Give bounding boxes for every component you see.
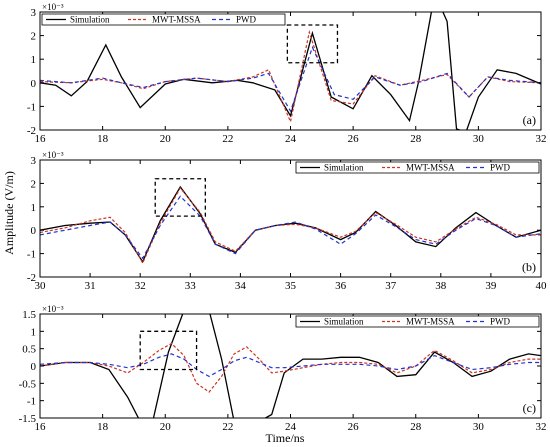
x-tick-label: 20 [160,133,172,145]
y-axis-label: Amplitude (V/m) [2,171,16,255]
x-tick-label: 22 [222,421,233,433]
x-tick-label: 22 [222,133,233,145]
y-tick-label: -0.5 [19,378,37,390]
legend-entry: PWD [490,317,511,327]
y-tick-label: 0.5 [22,344,36,356]
x-tick-label: 32 [135,280,146,292]
panel-3: 16 18 20 22 24 26 28 30 32 -1.5 -1 -0.5 0 0.5 1 1.5 ×10⁻… [19,304,547,433]
x-tick-label: 16 [35,133,47,145]
highlight-box [286,24,339,64]
x-tick-label: 31 [85,280,96,292]
y-tick-label: -2 [27,125,36,137]
x-tick-label: 40 [536,280,548,292]
x-tick-label: 26 [348,421,360,433]
legend-entry: Simulation [324,317,364,327]
axes-frame [39,159,542,278]
y-tick-label: -2 [27,272,36,284]
x-tick-label: 30 [473,133,485,145]
legend-entry: Simulation [324,163,364,173]
x-tick-label: 32 [536,421,547,433]
x-tick-label: 24 [285,421,297,433]
x-tick-label: 30 [35,280,47,292]
y-tick-label: -1 [27,396,36,408]
y-tick-label: 1 [31,202,37,214]
x-tick-label: 16 [35,421,47,433]
x-tick-label: 32 [536,133,547,145]
x-tick-label: 28 [410,421,422,433]
series-line-3 [40,195,541,260]
y-tick-label: 1.5 [22,309,36,321]
exponent-label: ×10⁻³ [42,2,64,12]
x-tick-label: 24 [285,133,297,145]
x-tick-label: 38 [435,280,447,292]
legend-entry: PWD [236,15,257,25]
x-tick-label: 18 [97,421,109,433]
legend-entry: MWT-MSSA [152,15,201,25]
series-line-2 [40,187,541,265]
y-tick-label: 3 [31,7,37,19]
panel-1: 16 18 20 22 24 26 28 30 32 -2 -1 0 1 2 3 ×10⁻³ (a) Simula… [27,2,547,145]
x-tick-label: 39 [485,280,497,292]
series-line-2 [40,342,541,393]
panel-label: (b) [522,260,536,274]
y-tick-label: 0 [31,225,37,237]
highlight-box [139,330,198,371]
series-line-3 [40,353,541,378]
panel-2: 30 31 32 33 34 35 36 37 38 39 40 -2 -1 0 1 2 3 ×10⁻³ (b) Si… [27,150,547,292]
y-tick-label: 1 [31,54,37,66]
legend-entry: PWD [490,163,511,173]
series-line-2 [40,29,541,124]
legend-entry: Simulation [70,15,110,25]
y-tick-label: 0 [31,361,37,373]
highlight-box [154,178,206,217]
y-tick-label: -1.5 [19,413,37,425]
y-tick-label: 2 [31,178,37,190]
x-tick-label: 35 [285,280,297,292]
series-line-3 [40,45,541,113]
x-tick-label: 36 [335,280,347,292]
y-tick-label: -1 [27,249,36,261]
x-tick-label: 30 [473,421,485,433]
y-tick-label: 1 [31,326,37,338]
axes-frame [39,11,542,131]
panel-label: (a) [523,113,536,127]
legend-entry: MWT-MSSA [406,317,455,327]
legend-box [295,161,540,174]
legend-box [41,13,286,26]
x-tick-label: 26 [348,133,360,145]
panel-label: (c) [523,401,536,415]
x-tick-label: 37 [385,280,397,292]
exponent-label: ×10⁻³ [42,150,64,160]
x-axis-label: Time/ns [266,431,305,445]
series-line-1 [40,12,541,130]
legend-entry: MWT-MSSA [406,163,455,173]
x-tick-label: 18 [97,133,109,145]
exponent-label: ×10⁻³ [42,304,64,314]
y-tick-label: -1 [27,101,36,113]
x-tick-label: 28 [410,133,422,145]
axes-frame [39,313,542,419]
y-tick-label: 3 [31,155,37,167]
y-tick-label: 0 [31,78,37,90]
x-tick-label: 20 [160,421,172,433]
y-tick-label: 2 [31,31,37,43]
x-tick-label: 33 [185,280,197,292]
x-tick-label: 34 [235,280,247,292]
legend-box [295,315,540,328]
